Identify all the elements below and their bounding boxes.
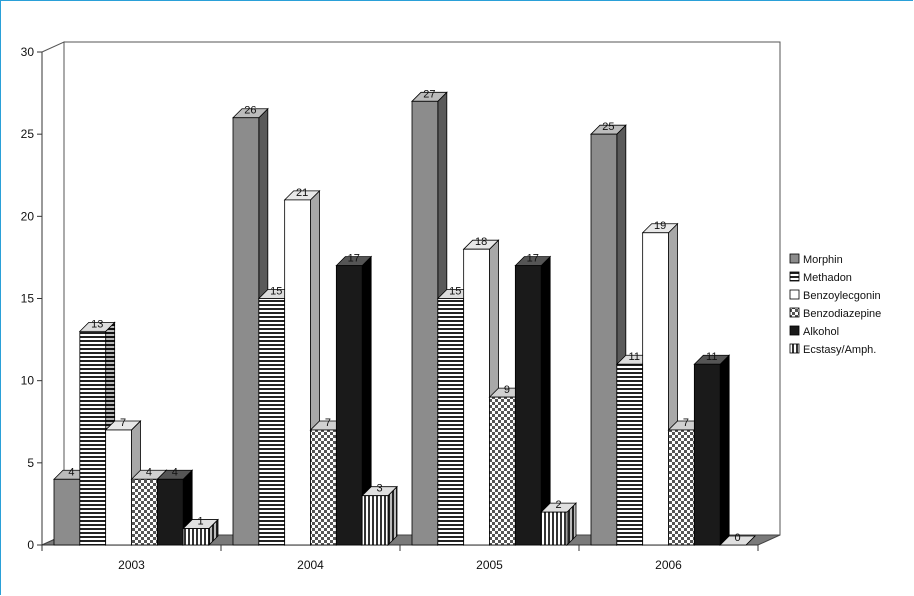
bar-front xyxy=(437,298,465,546)
y-tick-label: 25 xyxy=(21,127,35,141)
bar-front xyxy=(105,429,132,546)
legend-swatch xyxy=(789,307,800,318)
bar xyxy=(182,518,219,546)
legend-label: Methadon xyxy=(803,272,852,284)
legend-item: Morphin xyxy=(789,253,843,266)
bar-front xyxy=(616,363,644,546)
bar-front xyxy=(693,363,721,546)
y-tick-label: 5 xyxy=(27,456,34,470)
bar-front xyxy=(642,232,669,546)
bar-front xyxy=(258,298,286,546)
legend-label: Benzodiazepine xyxy=(803,308,881,320)
bar xyxy=(514,255,552,546)
x-tick-label: 2003 xyxy=(118,558,145,572)
data-label: 27 xyxy=(423,88,435,100)
legend-item: Ecstasy/Amph. xyxy=(789,343,876,356)
bar-front xyxy=(232,117,260,546)
data-label: 17 xyxy=(527,253,539,265)
x-tick-label: 2004 xyxy=(297,558,324,572)
data-label: 15 xyxy=(449,286,461,298)
bar-front xyxy=(361,495,389,546)
bar-front xyxy=(489,396,516,546)
bar-front xyxy=(411,100,439,546)
legend-swatch xyxy=(789,325,800,336)
data-label: 4 xyxy=(68,466,74,478)
data-label: 15 xyxy=(270,286,282,298)
bar-side xyxy=(719,354,730,546)
data-label: 9 xyxy=(504,384,510,396)
bar-front xyxy=(156,478,184,546)
data-label: 21 xyxy=(296,187,308,199)
legend-swatch xyxy=(789,289,800,300)
data-label: 11 xyxy=(629,351,640,363)
bar-front xyxy=(463,248,490,546)
bar xyxy=(693,354,731,546)
x-axis: 2003 2004 2005 2006 xyxy=(41,544,759,572)
legend-swatch xyxy=(789,253,800,264)
legend-item: Methadon xyxy=(789,271,852,284)
data-label: 18 xyxy=(475,236,487,248)
data-label: 17 xyxy=(348,253,360,265)
bar xyxy=(361,485,398,546)
legend-label: Morphin xyxy=(803,254,843,266)
legend-label: Ecstasy/Amph. xyxy=(803,344,876,356)
legend-label: Alkohol xyxy=(803,326,839,338)
y-tick-label: 0 xyxy=(27,538,34,552)
bar-side xyxy=(540,255,551,546)
bar-front xyxy=(182,528,210,546)
bar xyxy=(719,535,756,546)
bar-side xyxy=(387,485,398,546)
bar-top xyxy=(719,535,756,546)
bar-front xyxy=(335,265,363,546)
y-tick-label: 15 xyxy=(21,292,35,306)
data-label: 2 xyxy=(556,499,562,511)
legend-item: Benzodiazepine xyxy=(789,307,881,320)
bar-front xyxy=(514,265,542,546)
y-tick-label: 20 xyxy=(21,209,35,223)
y-tick-label: 30 xyxy=(21,45,35,59)
data-label: 7 xyxy=(325,417,331,429)
side-wall xyxy=(41,41,65,546)
bar xyxy=(540,502,577,546)
bar-front xyxy=(590,133,618,546)
x-tick-label: 2006 xyxy=(655,558,682,572)
data-label: 7 xyxy=(120,417,126,429)
x-tick-label: 2005 xyxy=(476,558,503,572)
data-label: 0 xyxy=(735,532,741,544)
data-labels-group: 4 13 7 4 4 1 26 15 21 7 17 3 27 15 18 9 17 2 25 11 19 7 11 0 xyxy=(68,88,740,544)
y-axis: 0 5 10 15 20 25 30 xyxy=(21,45,43,552)
data-label: 3 xyxy=(377,483,383,495)
legend-item: Alkohol xyxy=(789,325,839,338)
legend-item: Benzoylecgonin xyxy=(789,289,881,302)
bar-front xyxy=(668,429,695,546)
bar-front xyxy=(53,478,81,546)
data-label: 25 xyxy=(602,121,614,133)
bar-front xyxy=(310,429,337,546)
data-label: 19 xyxy=(654,220,666,232)
data-label: 26 xyxy=(244,105,256,117)
data-label: 7 xyxy=(683,417,689,429)
legend-swatch xyxy=(789,343,800,354)
legend: Morphin Methadon Benzoylecgonin Benzodiazep… xyxy=(789,253,881,356)
data-label: 4 xyxy=(172,466,178,478)
data-label: 13 xyxy=(91,318,103,330)
y-tick-label: 10 xyxy=(21,374,35,388)
legend-label: Benzoylecgonin xyxy=(803,290,881,302)
bar-front xyxy=(79,330,107,546)
bar-front xyxy=(540,511,568,546)
legend-swatch xyxy=(789,271,800,282)
bar-front xyxy=(284,199,311,546)
data-label: 11 xyxy=(706,351,717,363)
bar xyxy=(156,469,194,546)
bars-group xyxy=(53,91,756,546)
data-label: 1 xyxy=(198,516,204,528)
bar-front xyxy=(131,478,158,546)
data-label: 4 xyxy=(146,466,152,478)
